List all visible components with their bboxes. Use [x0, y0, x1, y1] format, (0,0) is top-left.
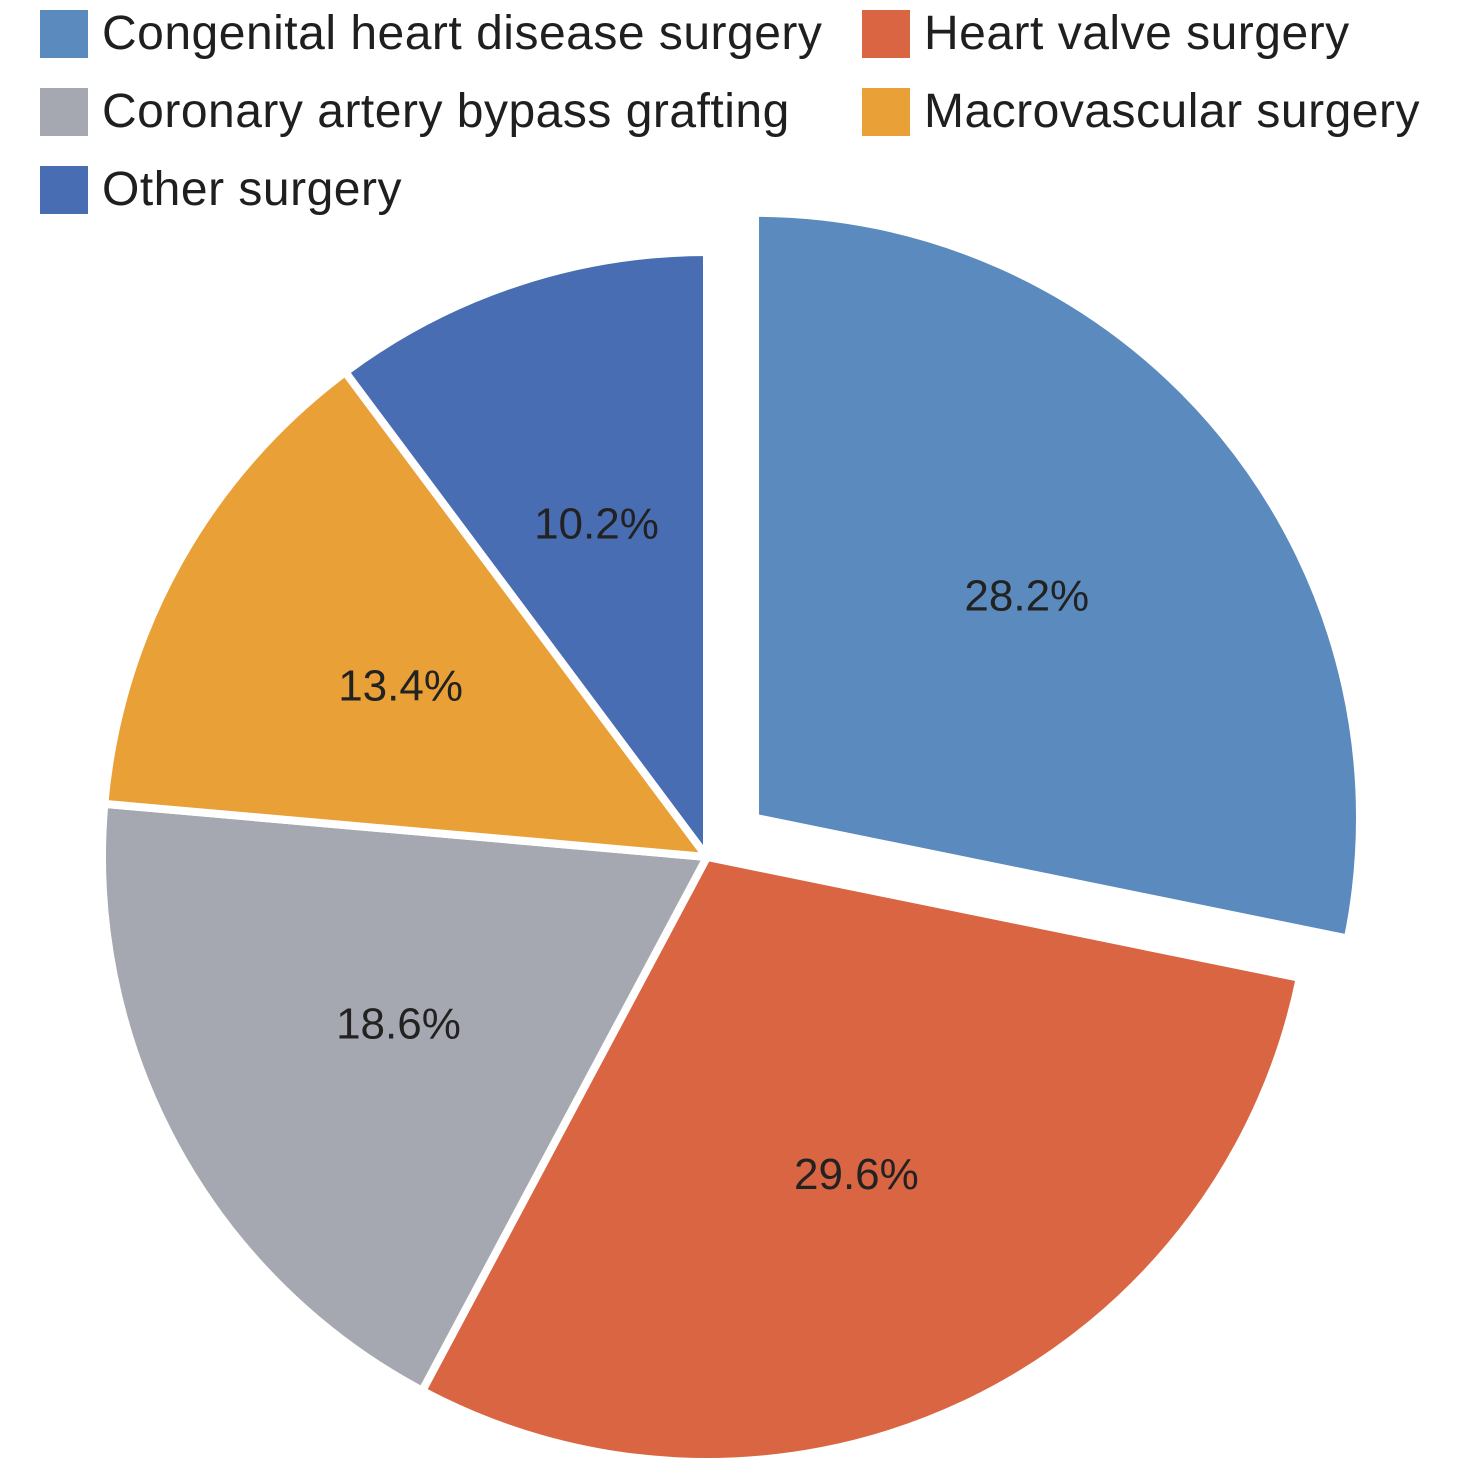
legend-swatch [40, 88, 88, 136]
legend-swatch [862, 88, 910, 136]
slice-data-label: 18.6% [336, 1000, 461, 1049]
legend-swatch [862, 10, 910, 58]
slice-data-label: 10.2% [534, 499, 659, 548]
pie-slice-other-surgery [341, 248, 711, 861]
legend-item-macrovascular-surgery: Macrovascular surgery [862, 86, 1420, 138]
pie-slice-coronary-artery-bypass-grafting [98, 799, 711, 1395]
legend-label: Macrovascular surgery [924, 85, 1420, 138]
pie-slice-heart-valve-surgery [418, 853, 1304, 1466]
legend-item-heart-valve-surgery: Heart valve surgery [862, 8, 1350, 60]
legend-label: Congenital heart disease surgery [102, 7, 823, 60]
legend-item-coronary-artery-bypass-grafting: Coronary artery bypass grafting [40, 86, 790, 138]
chart-legend: Congenital heart disease surgery Heart v… [0, 0, 1476, 230]
slice-data-label: 29.6% [794, 1150, 919, 1199]
legend-item-other-surgery: Other surgery [40, 164, 402, 216]
legend-label: Other surgery [102, 163, 402, 216]
pie-slice-macrovascular-surgery [100, 368, 711, 861]
legend-item-congenital-heart-disease-surgery: Congenital heart disease surgery [40, 8, 822, 60]
slice-data-label: 28.2% [964, 571, 1089, 620]
legend-label: Heart valve surgery [924, 7, 1350, 60]
legend-swatch [40, 166, 88, 214]
legend-label: Coronary artery bypass grafting [102, 85, 790, 138]
pie-slice-congenital-heart-disease-surgery [751, 208, 1365, 943]
slice-data-label: 13.4% [338, 662, 463, 711]
legend-swatch [40, 10, 88, 58]
